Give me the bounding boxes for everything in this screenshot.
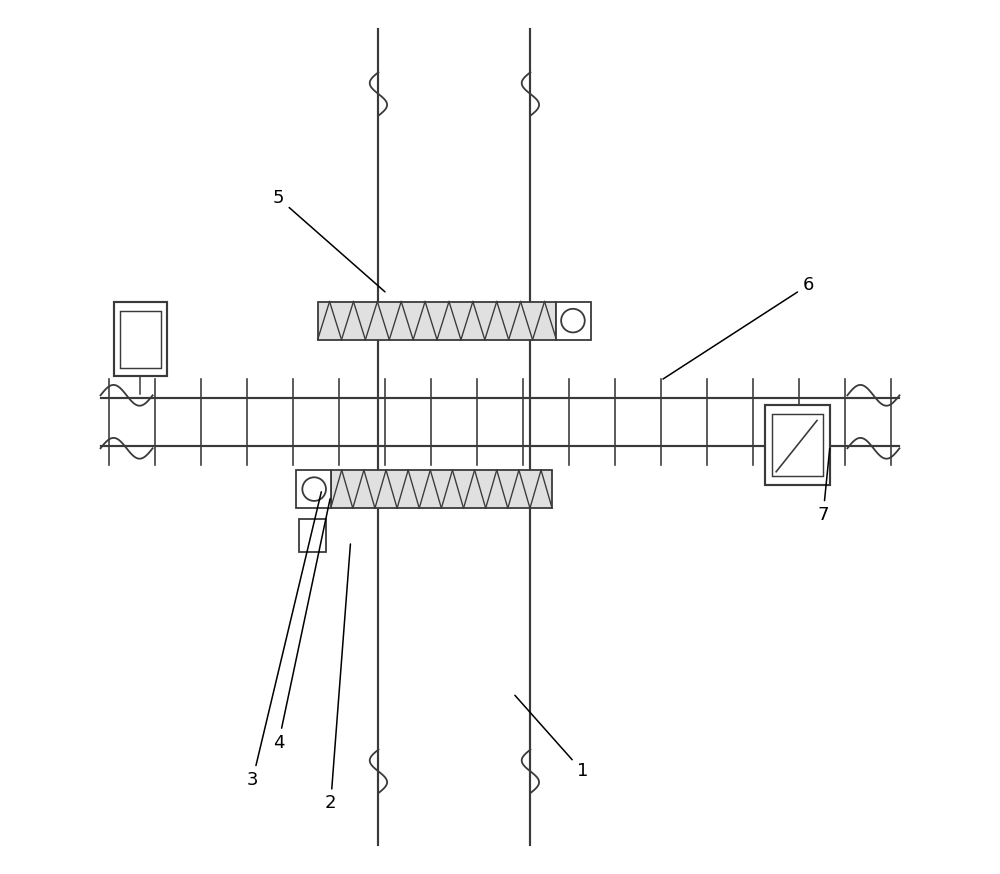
Text: 1: 1	[515, 696, 588, 780]
Bar	[765, 405, 830, 485]
Text: 2: 2	[325, 544, 350, 813]
Bar	[296, 470, 331, 508]
Bar	[120, 311, 161, 368]
Text: 7: 7	[817, 448, 830, 524]
Bar	[331, 470, 552, 508]
Bar	[114, 302, 167, 376]
Bar	[556, 302, 591, 340]
Text: 4: 4	[273, 499, 330, 752]
Bar	[299, 518, 326, 551]
Text: 6: 6	[663, 276, 814, 379]
Bar	[772, 413, 823, 476]
Bar	[318, 302, 556, 340]
Text: 3: 3	[247, 492, 321, 789]
Text: 5: 5	[273, 189, 385, 292]
